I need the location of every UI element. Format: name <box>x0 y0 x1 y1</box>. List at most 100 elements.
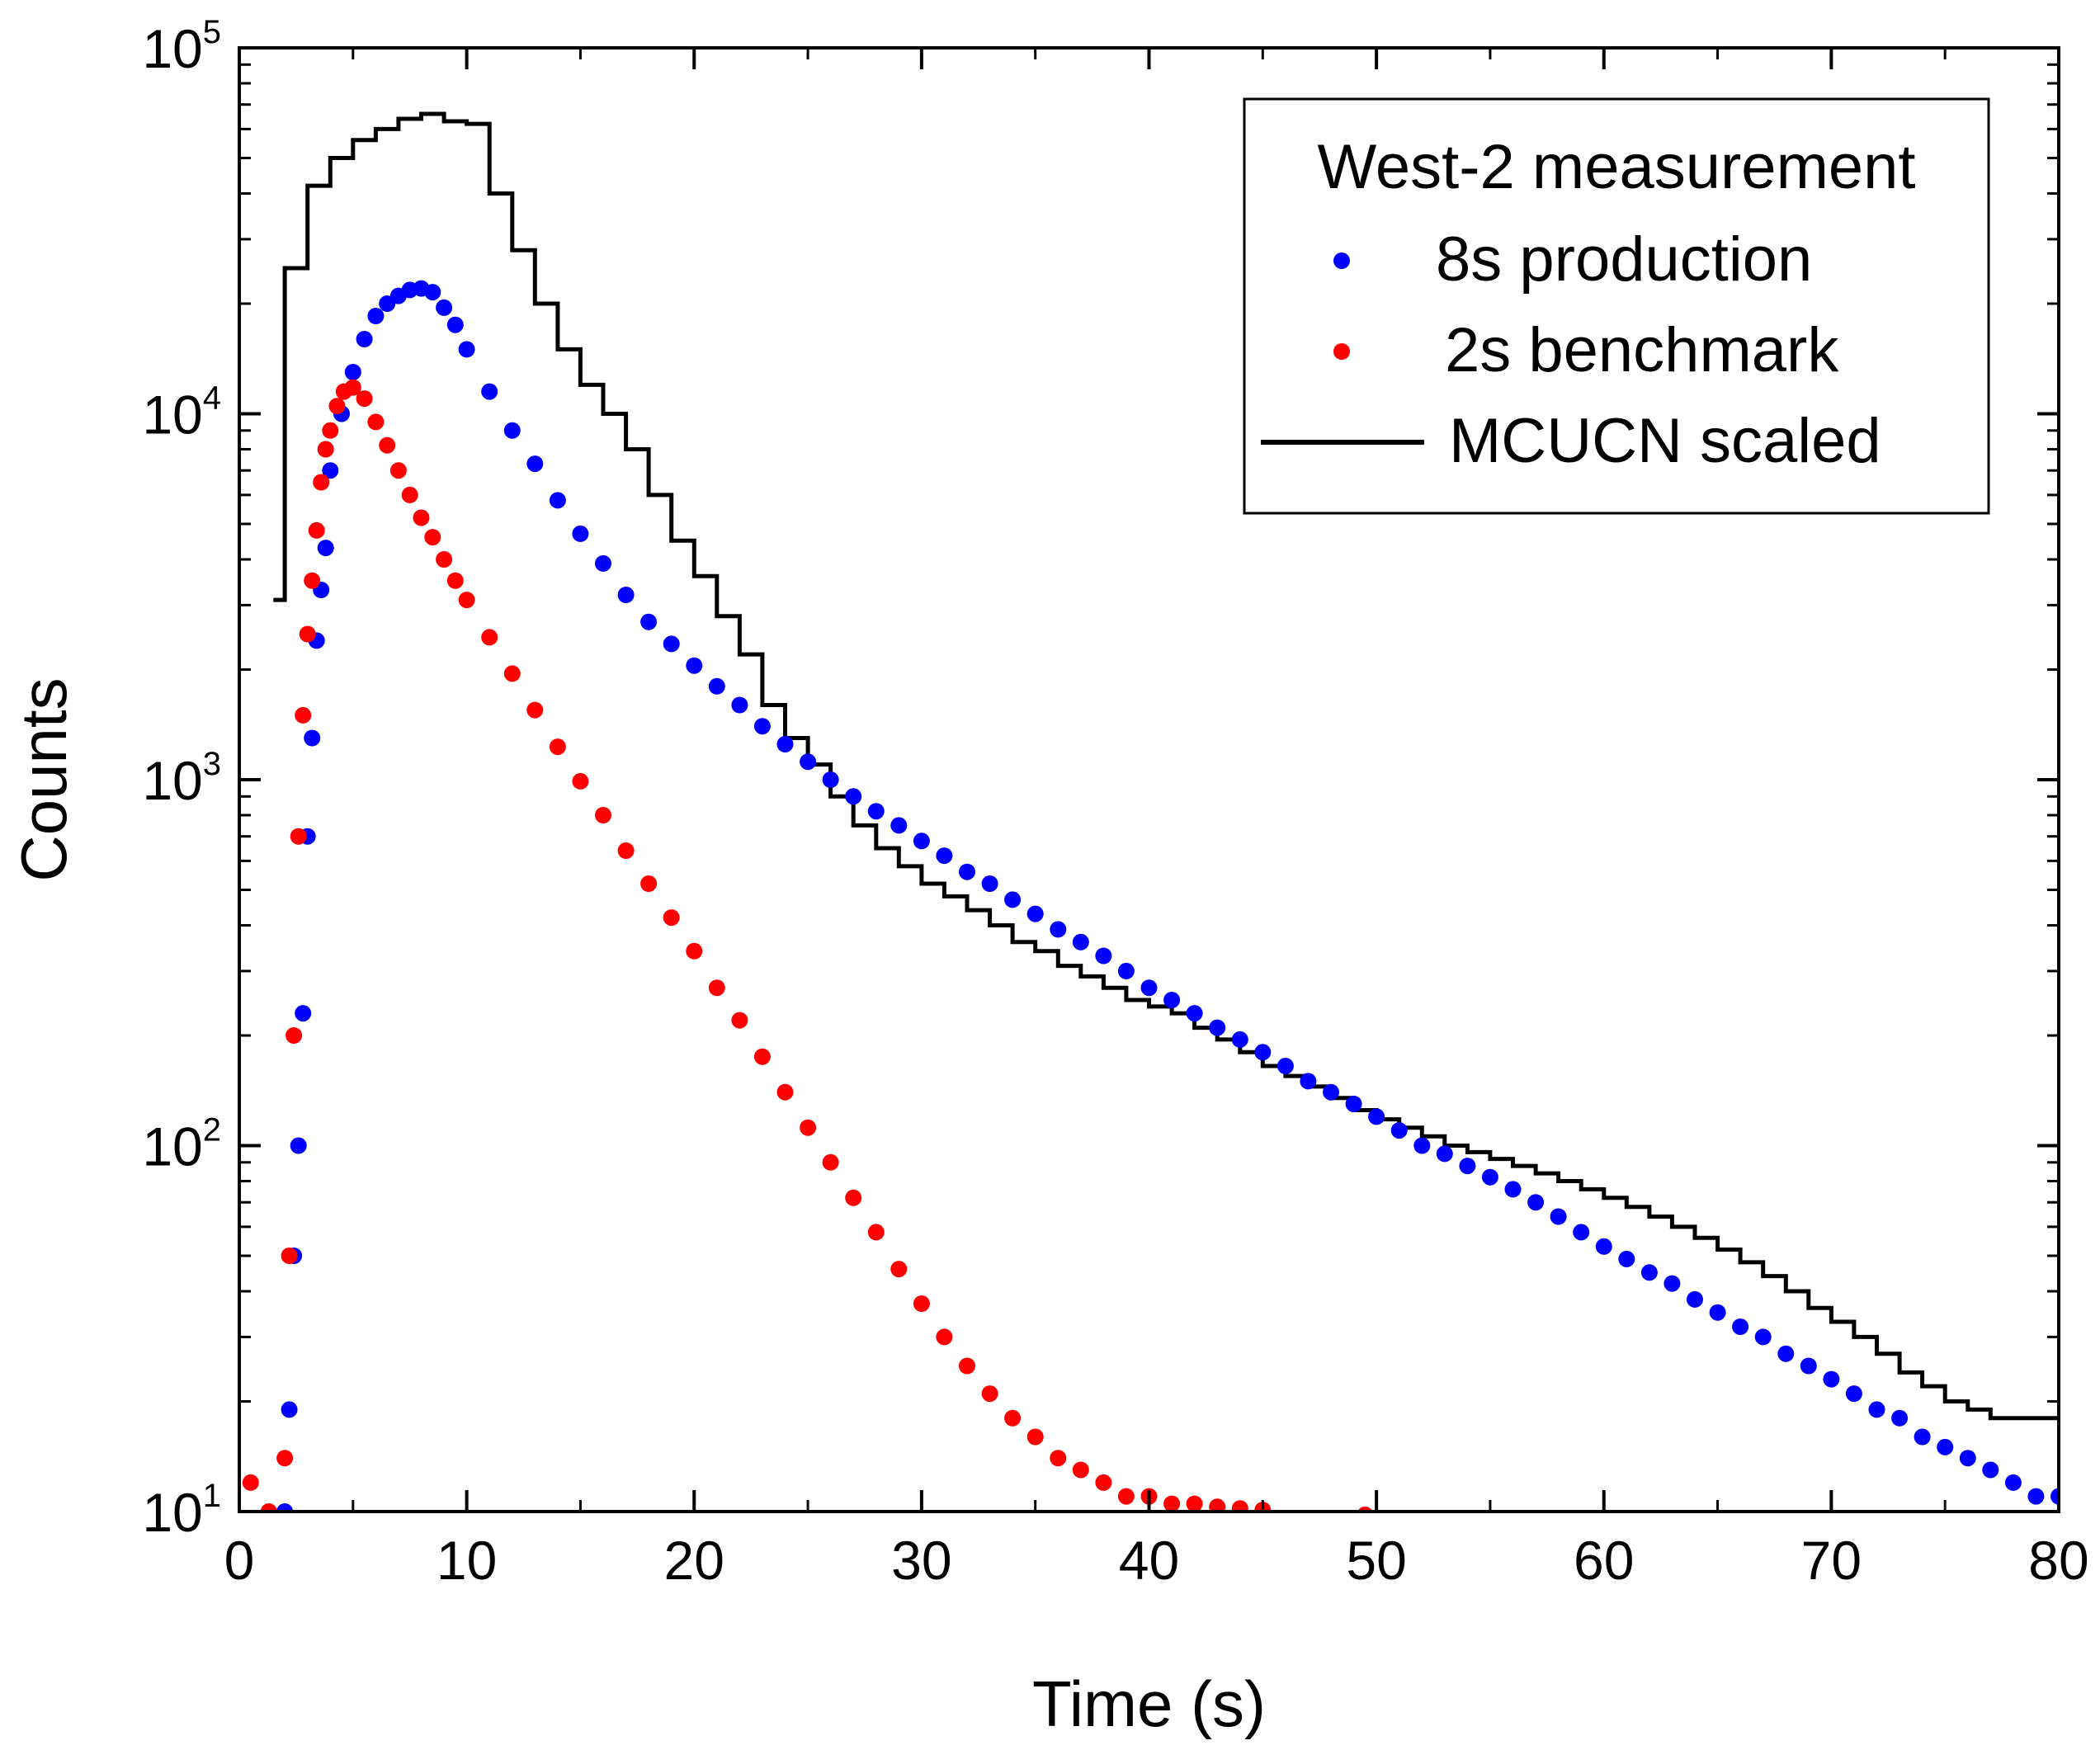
point-8s-production <box>1209 1019 1226 1036</box>
point-8s-production <box>2027 1488 2045 1505</box>
point-8s-production <box>367 308 385 324</box>
point-2s-benchmark <box>242 1474 259 1491</box>
point-8s-production <box>1323 1083 1339 1101</box>
legend: West-2 measurement 8s production 2s benc… <box>1243 97 1990 515</box>
point-8s-production <box>356 331 373 347</box>
point-8s-production <box>281 1401 298 1418</box>
point-2s-benchmark <box>663 909 680 927</box>
point-8s-production <box>1937 1438 1954 1455</box>
point-8s-production <box>595 554 611 572</box>
point-8s-production <box>617 587 635 603</box>
point-8s-production <box>686 657 703 674</box>
point-8s-production <box>1231 1031 1248 1048</box>
point-8s-production <box>503 422 521 439</box>
point-2s-benchmark <box>313 474 330 491</box>
point-8s-production <box>304 729 321 747</box>
point-2s-benchmark <box>367 413 385 431</box>
point-2s-benchmark <box>753 1048 771 1065</box>
point-8s-production <box>845 788 862 805</box>
point-8s-production <box>1868 1401 1885 1418</box>
point-2s-benchmark <box>322 422 339 439</box>
series-mcucn-scaled-line <box>273 111 2059 1421</box>
point-2s-benchmark <box>1050 1450 1067 1467</box>
point-8s-production <box>1687 1290 1703 1308</box>
point-2s-benchmark <box>446 572 464 589</box>
point-2s-benchmark <box>1231 1500 1248 1512</box>
y-axis-title: Counts <box>7 677 80 881</box>
point-8s-production <box>1845 1385 1862 1403</box>
point-8s-production <box>1732 1318 1749 1335</box>
point-8s-production <box>1095 947 1112 965</box>
point-8s-production <box>1504 1181 1522 1198</box>
y-tick-label: 105 <box>142 14 221 79</box>
y-tick-label: 102 <box>142 1112 221 1177</box>
point-2s-benchmark <box>424 529 441 546</box>
point-8s-production <box>1436 1145 1453 1163</box>
axis-ticks <box>238 46 2060 1513</box>
point-2s-benchmark <box>1117 1488 1135 1505</box>
point-2s-benchmark <box>1026 1428 1044 1446</box>
point-2s-benchmark <box>401 486 418 503</box>
point-2s-benchmark <box>1209 1498 1226 1512</box>
point-2s-benchmark <box>503 665 521 682</box>
point-2s-benchmark <box>481 629 498 646</box>
point-8s-production <box>1481 1168 1498 1186</box>
point-8s-production <box>1117 962 1135 979</box>
point-8s-production <box>959 863 975 880</box>
point-2s-benchmark <box>379 436 396 454</box>
point-2s-benchmark <box>845 1189 862 1206</box>
legend-label-8s-production: 8s production <box>1436 224 1812 295</box>
point-8s-production <box>2050 1488 2059 1505</box>
point-8s-production <box>1550 1208 1567 1225</box>
point-2s-benchmark <box>308 521 325 539</box>
point-2s-benchmark <box>413 509 430 526</box>
point-8s-production <box>1186 1005 1203 1022</box>
y-tick-label: 101 <box>142 1478 221 1543</box>
point-8s-production <box>1754 1328 1772 1346</box>
point-8s-production <box>1777 1345 1795 1362</box>
point-8s-production <box>317 540 334 557</box>
point-2s-benchmark <box>328 398 346 415</box>
point-2s-benchmark <box>276 1450 294 1467</box>
point-8s-production <box>1050 921 1067 938</box>
point-2s-benchmark <box>260 1503 277 1512</box>
point-2s-benchmark <box>731 1012 748 1029</box>
point-8s-production <box>1914 1428 1931 1446</box>
point-8s-production <box>1891 1409 1909 1427</box>
point-8s-production <box>1595 1238 1612 1255</box>
point-8s-production <box>663 635 680 653</box>
point-2s-benchmark <box>1004 1409 1022 1427</box>
point-8s-production <box>822 771 839 788</box>
point-8s-production <box>776 736 794 752</box>
point-2s-benchmark <box>640 875 658 892</box>
point-2s-benchmark <box>286 1027 303 1044</box>
point-8s-production <box>1800 1357 1817 1375</box>
point-2s-benchmark <box>344 379 361 396</box>
x-tick-label: 50 <box>1346 1530 1406 1591</box>
point-8s-production <box>936 847 953 865</box>
point-8s-production <box>1072 933 1089 950</box>
point-2s-benchmark <box>436 551 453 568</box>
point-8s-production <box>1982 1461 1999 1479</box>
point-2s-benchmark <box>708 979 725 997</box>
x-tick-label: 30 <box>891 1530 951 1591</box>
point-8s-production <box>1709 1304 1726 1321</box>
legend-label-mcucn-scaled: MCUCN scaled <box>1449 406 1881 476</box>
point-2s-benchmark <box>686 942 703 960</box>
point-8s-production <box>1640 1264 1658 1281</box>
x-tick-label: 20 <box>664 1530 724 1591</box>
point-8s-production <box>913 833 930 850</box>
point-2s-benchmark <box>776 1083 794 1101</box>
legend-title: West-2 measurement <box>1317 132 1915 202</box>
x-axis-title: Time (s) <box>1032 1667 1266 1740</box>
point-8s-production <box>1573 1224 1590 1241</box>
point-2s-benchmark <box>1186 1495 1203 1512</box>
point-2s-benchmark <box>290 828 307 845</box>
point-8s-production <box>753 718 771 735</box>
point-8s-production <box>800 753 817 771</box>
point-2s-benchmark <box>981 1385 998 1403</box>
point-2s-benchmark <box>595 807 611 823</box>
x-tick-label: 70 <box>1801 1530 1862 1591</box>
point-8s-production <box>526 455 544 473</box>
x-tick-label: 80 <box>2028 1530 2088 1591</box>
